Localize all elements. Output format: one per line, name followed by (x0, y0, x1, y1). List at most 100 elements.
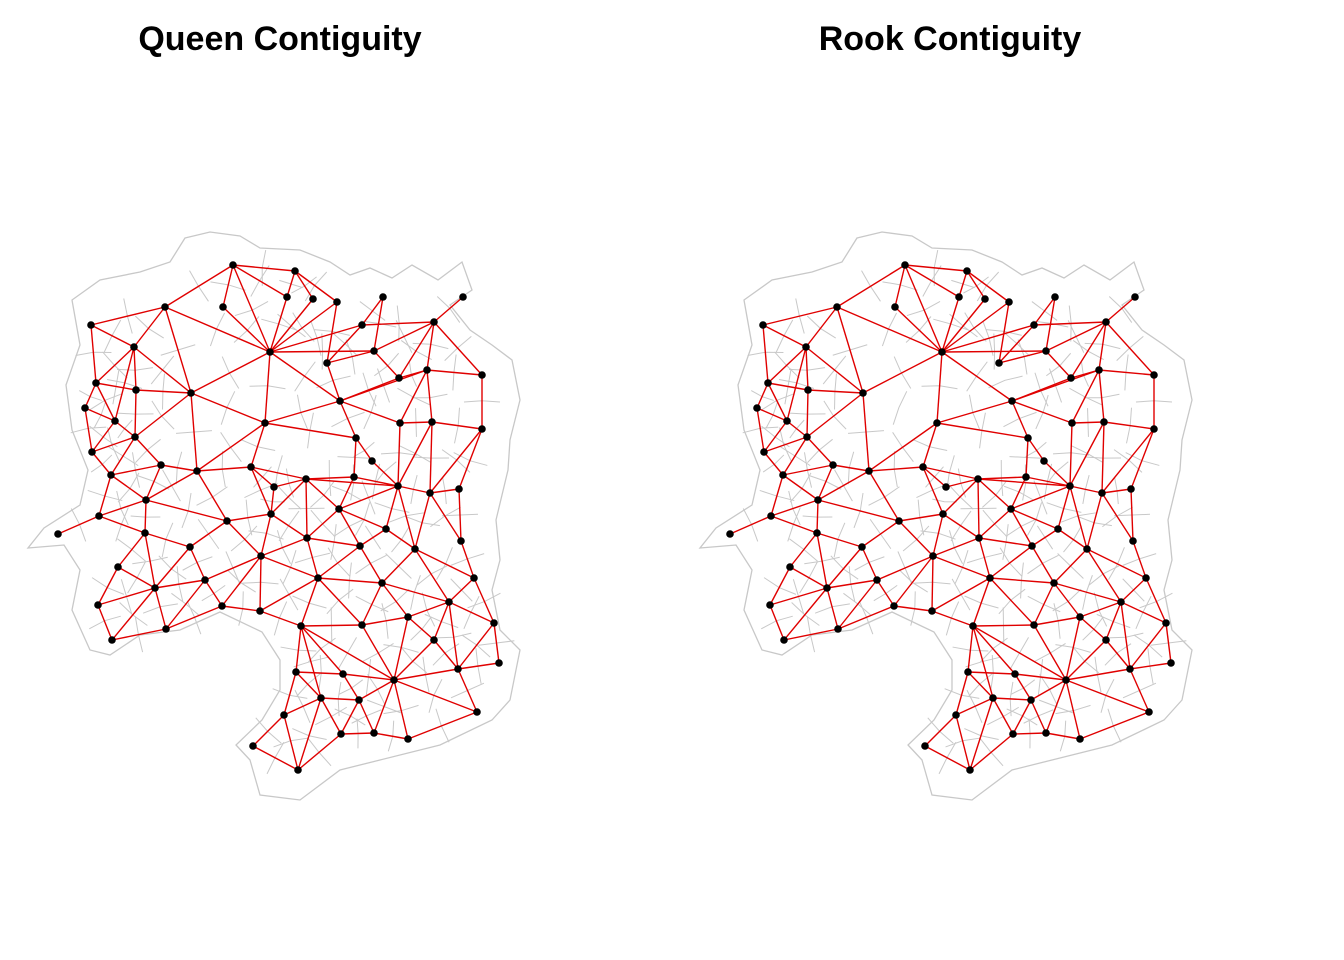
contiguity-link (977, 478, 1012, 510)
contiguity-link (904, 264, 960, 298)
contiguity-link (399, 421, 433, 424)
contiguity-link (165, 579, 206, 630)
contiguity-link (114, 420, 136, 438)
centroid-point (804, 386, 812, 394)
centroid-point (1145, 708, 1153, 716)
contiguity-link (300, 577, 319, 627)
centroid-point (111, 417, 119, 425)
contiguity-link (338, 476, 355, 510)
contiguity-link (1086, 548, 1147, 579)
contiguity-link (264, 400, 341, 424)
contiguity-link (782, 474, 819, 501)
contiguity-link (924, 745, 971, 771)
contiguity-link (966, 270, 1010, 303)
centroid-point (779, 471, 787, 479)
contiguity-link (826, 587, 839, 630)
contiguity-link (407, 616, 435, 641)
contiguity-link (941, 301, 1010, 353)
contiguity-link (806, 392, 864, 438)
contiguity-link (397, 485, 416, 550)
centroid-point (1117, 598, 1125, 606)
contiguity-link (317, 577, 363, 626)
contiguity-link (1086, 492, 1103, 550)
contiguity-link (972, 625, 1016, 675)
contiguity-link (1045, 732, 1081, 740)
contiguity-link (1033, 616, 1081, 626)
contiguity-link (259, 555, 262, 612)
contiguity-link (381, 582, 409, 618)
contiguity-link (1033, 624, 1067, 681)
contiguity-link (414, 548, 475, 579)
centroid-point (873, 576, 881, 584)
centroid-point (455, 485, 463, 493)
centroid-point (382, 525, 390, 533)
centroid-point (921, 742, 929, 750)
contiguity-link (967, 671, 994, 699)
centroid-point (323, 359, 331, 367)
contiguity-link (931, 577, 991, 612)
region-boundary (932, 498, 957, 503)
contiguity-link (836, 264, 906, 308)
contiguity-link (414, 548, 450, 603)
contiguity-link (1045, 296, 1056, 352)
centroid-point (767, 512, 775, 520)
contiguity-link (998, 324, 1035, 364)
region-boundary (988, 375, 1023, 389)
contiguity-link (340, 732, 375, 735)
centroid-point (317, 694, 325, 702)
contiguity-link (1105, 639, 1131, 670)
contiguity-link (805, 346, 809, 391)
centroid-point (490, 619, 498, 627)
contiguity-link (361, 616, 409, 626)
centroid-point (379, 293, 387, 301)
contiguity-link (222, 264, 234, 308)
contiguity-link (894, 264, 906, 308)
contiguity-link (989, 577, 1035, 626)
centroid-point (834, 625, 842, 633)
contiguity-link (97, 604, 113, 641)
contiguity-link (967, 625, 974, 673)
contiguity-link (196, 466, 252, 472)
centroid-point (891, 303, 899, 311)
contiguity-link (1065, 668, 1131, 681)
contiguity-link (932, 513, 944, 557)
centroid-point (1126, 665, 1134, 673)
contiguity-link (837, 579, 878, 630)
contiguity-link (769, 587, 828, 606)
contiguity-link (977, 478, 980, 539)
contiguity-link (98, 474, 112, 517)
contiguity-link (84, 382, 97, 409)
centroid-point (333, 298, 341, 306)
contiguity-link (250, 466, 275, 488)
contiguity-link (1057, 485, 1071, 530)
contiguity-link (117, 532, 146, 568)
contiguity-link (407, 601, 450, 618)
contiguity-link (260, 513, 272, 557)
contiguity-link (893, 605, 933, 612)
centroid-point (478, 371, 486, 379)
contiguity-link (57, 515, 100, 535)
contiguity-link (133, 306, 166, 348)
contiguity-link (805, 306, 838, 348)
centroid-point (335, 505, 343, 513)
contiguity-link (111, 628, 167, 641)
centroid-point (87, 321, 95, 329)
contiguity-link (145, 499, 228, 522)
contiguity-link (232, 264, 271, 353)
contiguity-link (373, 321, 435, 352)
centroid-point (459, 293, 467, 301)
contiguity-link (868, 422, 938, 472)
contiguity-link (862, 392, 870, 472)
contiguity-link (165, 605, 223, 630)
contiguity-link (373, 679, 395, 734)
contiguity-link (134, 436, 162, 466)
centroid-point (404, 613, 412, 621)
contiguity-link (942, 478, 979, 515)
contiguity-link (232, 264, 296, 272)
contiguity-link (373, 732, 409, 740)
centroid-point (54, 530, 62, 538)
contiguity-link (250, 466, 272, 515)
centroid-point (939, 510, 947, 518)
contiguity-link (1069, 485, 1088, 550)
centroid-point (1102, 318, 1110, 326)
